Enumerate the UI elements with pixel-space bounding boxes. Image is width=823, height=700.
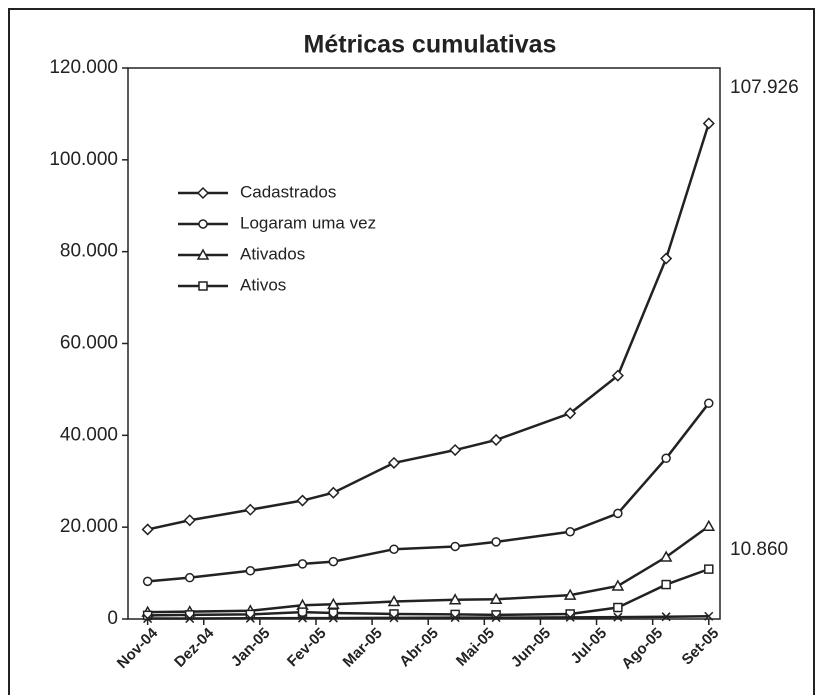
marker: [564, 407, 577, 420]
series-line: [147, 614, 709, 620]
x-tick-label: Mar-05: [340, 625, 386, 671]
series-line: [147, 567, 710, 617]
marker: [491, 537, 501, 547]
marker: [565, 527, 575, 537]
x-tick-label: Jan-05: [228, 625, 274, 671]
marker: [661, 612, 671, 622]
y-tick-label: 100.000: [49, 149, 118, 170]
marker: [563, 588, 577, 600]
marker: [613, 602, 623, 613]
marker: [327, 486, 340, 499]
marker: [328, 556, 339, 567]
marker: [244, 503, 257, 516]
marker: [613, 508, 623, 519]
series-line: [147, 123, 710, 531]
annotation: 107.926: [730, 77, 799, 98]
marker: [328, 613, 338, 623]
marker: [659, 550, 673, 562]
annotation: 10.860: [730, 539, 788, 560]
marker: [245, 613, 255, 623]
marker: [704, 611, 714, 621]
x-tick-label: Dez-04: [171, 624, 218, 671]
marker: [196, 186, 210, 200]
marker: [142, 576, 153, 587]
marker: [185, 614, 195, 624]
marker: [198, 281, 208, 291]
marker: [448, 593, 462, 605]
legend-label: Ativos: [240, 275, 286, 294]
marker: [297, 613, 308, 623]
marker: [387, 595, 401, 607]
x-tick-label: Nov-04: [114, 624, 162, 672]
x-tick-label: Ago-05: [618, 625, 666, 673]
marker: [183, 514, 196, 527]
y-tick-label: 0: [107, 608, 118, 629]
x-tick-label: Jul-05: [568, 625, 611, 668]
marker: [143, 614, 153, 624]
marker: [565, 612, 575, 622]
legend-label: Cadastrados: [240, 182, 336, 201]
series-line: [147, 525, 710, 614]
marker: [660, 252, 673, 265]
marker: [613, 612, 623, 622]
marker: [296, 494, 309, 507]
marker: [702, 519, 716, 531]
x-tick-label: Jun-05: [508, 625, 554, 671]
series-line: [147, 402, 710, 583]
marker: [196, 248, 210, 260]
y-tick-label: 80.000: [60, 241, 118, 262]
marker: [297, 607, 308, 617]
marker: [490, 433, 503, 446]
x-tick-label: Set-05: [679, 625, 723, 669]
marker: [491, 613, 501, 623]
y-tick-label: 20.000: [60, 516, 118, 537]
legend-label: Ativados: [240, 244, 305, 263]
legend-label: Logaram uma vez: [240, 213, 376, 232]
marker: [198, 219, 208, 229]
marker: [450, 541, 460, 552]
chart-title: Métricas cumulativas: [304, 31, 557, 59]
x-tick-label: Abr-05: [396, 625, 442, 671]
marker: [702, 117, 715, 130]
marker: [245, 566, 256, 576]
x-tick-label: Fev-05: [284, 625, 330, 671]
marker: [489, 592, 503, 605]
frame: [8, 8, 815, 700]
marker: [387, 456, 401, 469]
marker: [661, 453, 671, 464]
marker: [450, 613, 460, 623]
y-tick-label: 120.000: [49, 57, 118, 78]
marker: [141, 523, 154, 536]
marker: [389, 544, 399, 554]
marker: [389, 613, 399, 623]
marker: [449, 443, 462, 457]
x-tick-label: Mai-05: [453, 625, 498, 670]
marker: [704, 564, 714, 574]
marker: [611, 369, 624, 382]
marker: [704, 398, 714, 408]
marker: [184, 572, 195, 583]
y-tick-label: 60.000: [60, 333, 118, 354]
y-tick-label: 40.000: [60, 424, 118, 445]
marker: [661, 579, 671, 590]
marker: [611, 579, 625, 591]
marker: [297, 559, 308, 569]
